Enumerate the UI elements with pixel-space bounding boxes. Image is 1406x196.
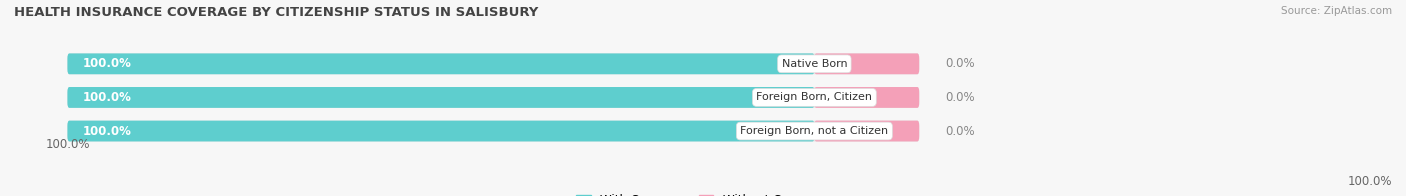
Text: HEALTH INSURANCE COVERAGE BY CITIZENSHIP STATUS IN SALISBURY: HEALTH INSURANCE COVERAGE BY CITIZENSHIP… bbox=[14, 6, 538, 19]
Text: 100.0%: 100.0% bbox=[1347, 175, 1392, 188]
Text: 0.0%: 0.0% bbox=[945, 91, 974, 104]
Text: Foreign Born, Citizen: Foreign Born, Citizen bbox=[756, 93, 872, 103]
FancyBboxPatch shape bbox=[67, 87, 920, 108]
Text: Native Born: Native Born bbox=[782, 59, 848, 69]
FancyBboxPatch shape bbox=[814, 54, 920, 74]
Text: 0.0%: 0.0% bbox=[945, 124, 974, 138]
Text: 0.0%: 0.0% bbox=[945, 57, 974, 70]
Text: 100.0%: 100.0% bbox=[83, 91, 132, 104]
FancyBboxPatch shape bbox=[814, 121, 920, 142]
Text: Source: ZipAtlas.com: Source: ZipAtlas.com bbox=[1281, 6, 1392, 16]
FancyBboxPatch shape bbox=[67, 121, 920, 142]
FancyBboxPatch shape bbox=[67, 87, 814, 108]
FancyBboxPatch shape bbox=[814, 87, 920, 108]
Text: Foreign Born, not a Citizen: Foreign Born, not a Citizen bbox=[741, 126, 889, 136]
FancyBboxPatch shape bbox=[67, 54, 814, 74]
FancyBboxPatch shape bbox=[67, 121, 814, 142]
Legend: With Coverage, Without Coverage: With Coverage, Without Coverage bbox=[572, 189, 834, 196]
Text: 100.0%: 100.0% bbox=[83, 57, 132, 70]
Text: 100.0%: 100.0% bbox=[45, 138, 90, 151]
Text: 100.0%: 100.0% bbox=[83, 124, 132, 138]
FancyBboxPatch shape bbox=[67, 54, 920, 74]
